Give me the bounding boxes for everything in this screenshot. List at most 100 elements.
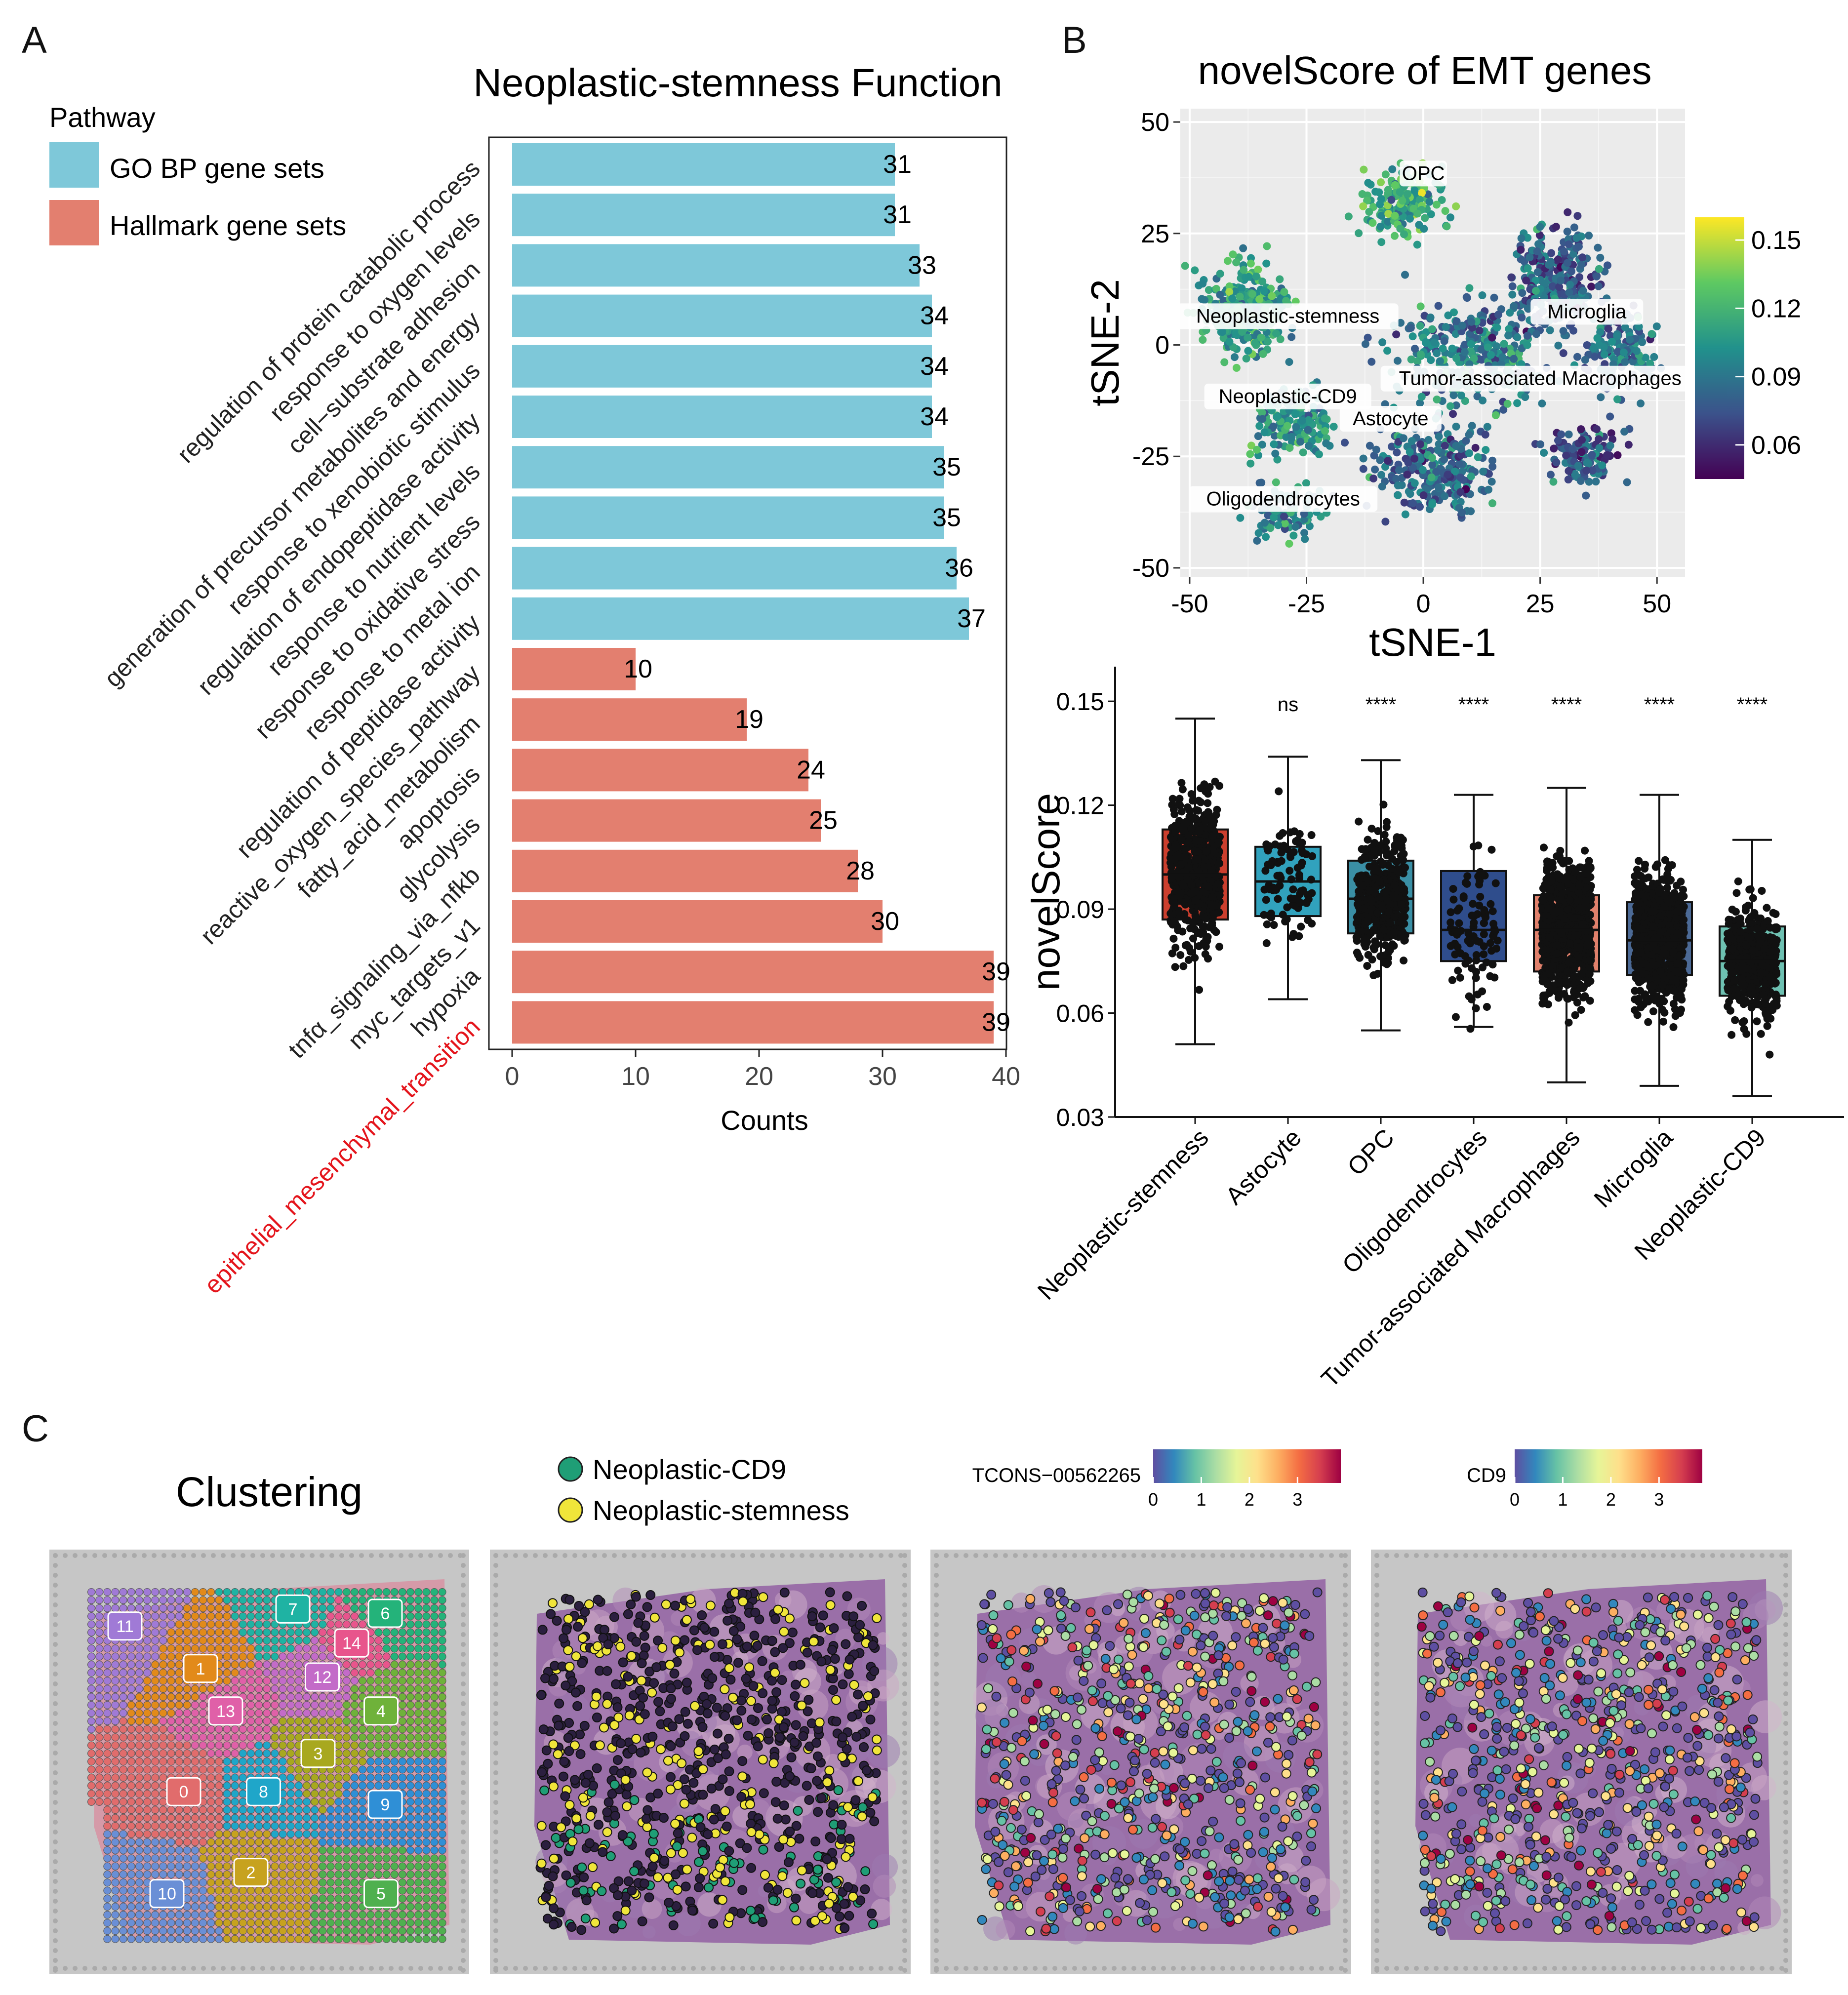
tsne-point xyxy=(1245,273,1253,281)
tsne-point xyxy=(1191,266,1199,275)
tsne-point xyxy=(1441,441,1449,450)
tsne-point xyxy=(1238,327,1246,336)
box-point xyxy=(1582,934,1591,942)
tsne-point xyxy=(1272,478,1280,486)
tsne-point xyxy=(1557,430,1566,439)
box-point xyxy=(1582,877,1591,885)
tsne-point xyxy=(1452,354,1461,362)
colorbar-tick-label: 0.06 xyxy=(1751,431,1801,460)
tsne-point xyxy=(1531,277,1540,285)
tsne-point xyxy=(1381,170,1390,179)
box-point xyxy=(1208,832,1217,840)
tsne-point xyxy=(1499,405,1508,414)
tsne-point xyxy=(1479,467,1487,476)
tsne-point xyxy=(1315,450,1323,459)
box-point xyxy=(1390,847,1399,855)
box-point xyxy=(1680,892,1688,901)
tsne-point xyxy=(1416,350,1425,359)
tsne-point xyxy=(1650,353,1658,361)
box-point xyxy=(1660,876,1668,884)
box-point xyxy=(1261,867,1270,875)
tsne-point xyxy=(1258,415,1267,423)
box-point xyxy=(1169,934,1178,943)
tsne-point xyxy=(1559,327,1567,335)
tsne-point xyxy=(1544,261,1553,269)
bar-data-label: 35 xyxy=(932,503,961,532)
cluster-label: OPC xyxy=(1402,162,1445,184)
tsne-point xyxy=(1435,432,1443,440)
tsne-point xyxy=(1258,440,1266,449)
tsne-point xyxy=(1219,334,1228,342)
tsne-point xyxy=(1199,336,1207,344)
tsne-point xyxy=(1377,211,1386,220)
tsne-point xyxy=(1377,238,1386,246)
box-point xyxy=(1379,800,1388,809)
box-point xyxy=(1542,867,1551,875)
tsne-point xyxy=(1408,463,1417,472)
box-point xyxy=(1636,906,1645,914)
box-point xyxy=(1661,950,1670,958)
tsne-point xyxy=(1274,521,1283,529)
tsne-point xyxy=(1273,413,1281,421)
tsne-point xyxy=(1467,318,1476,326)
box-point xyxy=(1542,957,1551,965)
tsne-point xyxy=(1564,208,1572,216)
tsne-point xyxy=(1376,200,1384,208)
tsne-point xyxy=(1433,349,1441,358)
box-point xyxy=(1183,876,1192,884)
tsne-point xyxy=(1344,212,1353,221)
box-point xyxy=(1635,857,1643,865)
box-point xyxy=(1193,847,1201,856)
tsne-point xyxy=(1581,356,1589,364)
tsne-point xyxy=(1603,261,1611,270)
box-point xyxy=(1364,913,1372,921)
tsne-point xyxy=(1232,258,1241,267)
box-point xyxy=(1459,894,1468,902)
tsne-point xyxy=(1407,437,1416,445)
tsne-point xyxy=(1388,165,1397,173)
box-point xyxy=(1376,932,1384,940)
box-point xyxy=(1578,920,1587,929)
bar xyxy=(512,194,895,237)
box-point xyxy=(1727,1031,1736,1039)
tsne-point xyxy=(1401,271,1409,279)
cluster-label: Neoplastic-CD9 xyxy=(1219,386,1357,407)
tsne-point xyxy=(1416,399,1424,407)
tsne-point xyxy=(1441,492,1449,500)
tsne-point xyxy=(1364,333,1372,342)
tsne-point xyxy=(1494,311,1503,319)
box-point xyxy=(1288,848,1297,857)
box-point xyxy=(1463,872,1472,880)
tsne-point xyxy=(1488,456,1496,465)
tsne-point xyxy=(1390,232,1399,240)
box-point xyxy=(1464,956,1473,964)
tsne-point xyxy=(1424,190,1432,199)
tsne-point xyxy=(1254,432,1262,440)
box-point xyxy=(1758,886,1766,895)
tsne-point xyxy=(1259,350,1267,358)
tsne-point xyxy=(1569,326,1577,335)
tsne-point xyxy=(1585,478,1593,486)
tsne-point xyxy=(1232,363,1241,372)
box-point xyxy=(1382,849,1391,857)
box-point xyxy=(1397,834,1405,842)
tsne-point xyxy=(1559,349,1567,358)
tsne-point xyxy=(1406,490,1414,498)
cluster-label-bg xyxy=(1339,406,1442,432)
tsne-point xyxy=(1504,331,1513,340)
box-point xyxy=(1649,940,1658,949)
box-point xyxy=(1565,865,1573,874)
box-point xyxy=(1644,1018,1652,1026)
tsne-point xyxy=(1606,412,1614,421)
box-point xyxy=(1202,831,1210,839)
box-point xyxy=(1680,970,1688,979)
box-point xyxy=(1545,933,1554,942)
y-tick-label: -25 xyxy=(1132,442,1169,471)
box-point xyxy=(1380,831,1389,839)
tsne-point xyxy=(1216,290,1224,299)
tsne-point xyxy=(1443,222,1451,231)
box-point xyxy=(1641,860,1649,869)
tsne-point xyxy=(1416,503,1424,511)
tsne-point xyxy=(1381,518,1390,526)
tsne-point xyxy=(1554,255,1562,264)
